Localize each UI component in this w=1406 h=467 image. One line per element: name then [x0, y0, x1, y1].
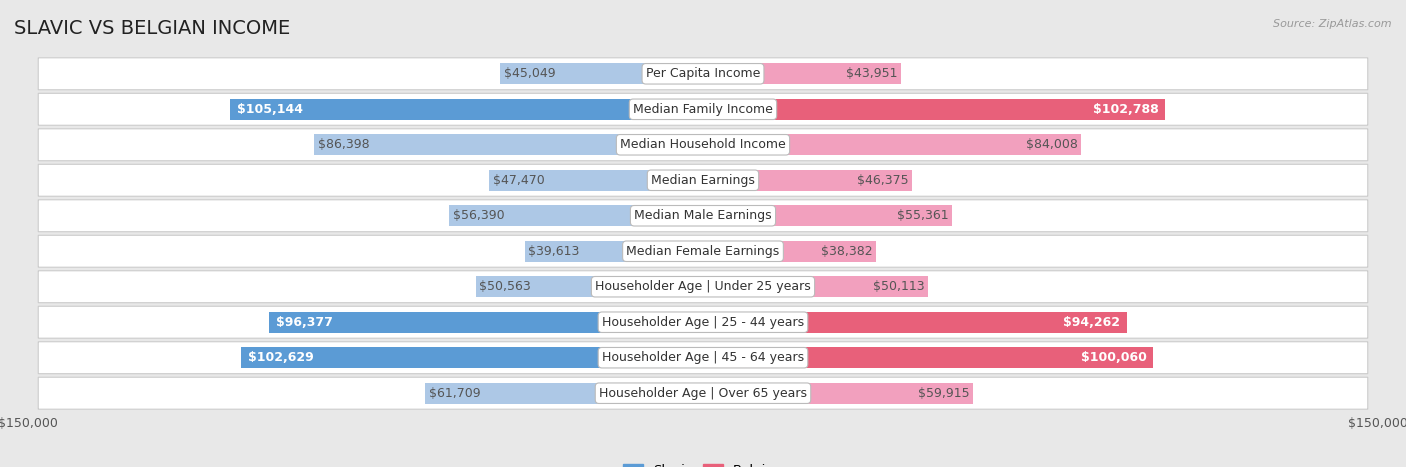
Text: $100,060: $100,060	[1081, 351, 1146, 364]
Text: $38,382: $38,382	[821, 245, 872, 258]
Bar	[270, 311, 703, 333]
Text: SLAVIC VS BELGIAN INCOME: SLAVIC VS BELGIAN INCOME	[14, 19, 290, 38]
Text: $55,361: $55,361	[897, 209, 949, 222]
Text: Median Household Income: Median Household Income	[620, 138, 786, 151]
FancyBboxPatch shape	[38, 306, 1368, 338]
FancyBboxPatch shape	[38, 164, 1368, 196]
Bar	[703, 347, 1153, 368]
Text: $86,398: $86,398	[318, 138, 370, 151]
Bar	[450, 205, 703, 226]
Bar	[703, 382, 973, 404]
Text: Source: ZipAtlas.com: Source: ZipAtlas.com	[1274, 19, 1392, 28]
Bar	[703, 311, 1128, 333]
Legend: Slavic, Belgian: Slavic, Belgian	[617, 459, 789, 467]
FancyBboxPatch shape	[38, 377, 1368, 409]
Text: Householder Age | Under 25 years: Householder Age | Under 25 years	[595, 280, 811, 293]
Bar	[475, 276, 703, 297]
Bar	[703, 205, 952, 226]
FancyBboxPatch shape	[38, 200, 1368, 232]
Bar	[703, 63, 901, 85]
Bar	[315, 134, 703, 156]
Bar	[242, 347, 703, 368]
Text: Householder Age | Over 65 years: Householder Age | Over 65 years	[599, 387, 807, 400]
Text: Householder Age | 45 - 64 years: Householder Age | 45 - 64 years	[602, 351, 804, 364]
Text: $50,563: $50,563	[479, 280, 530, 293]
Text: Median Female Earnings: Median Female Earnings	[627, 245, 779, 258]
Bar	[501, 63, 703, 85]
FancyBboxPatch shape	[38, 235, 1368, 267]
Bar	[703, 241, 876, 262]
Text: $50,113: $50,113	[873, 280, 925, 293]
Bar	[524, 241, 703, 262]
Bar	[426, 382, 703, 404]
Bar	[231, 99, 703, 120]
Text: $43,951: $43,951	[846, 67, 897, 80]
FancyBboxPatch shape	[38, 129, 1368, 161]
Text: Median Family Income: Median Family Income	[633, 103, 773, 116]
Text: $39,613: $39,613	[529, 245, 579, 258]
Text: $45,049: $45,049	[503, 67, 555, 80]
Text: $102,629: $102,629	[247, 351, 314, 364]
FancyBboxPatch shape	[38, 93, 1368, 125]
Text: Per Capita Income: Per Capita Income	[645, 67, 761, 80]
Text: $56,390: $56,390	[453, 209, 505, 222]
Text: $84,008: $84,008	[1026, 138, 1077, 151]
Text: $96,377: $96,377	[276, 316, 333, 329]
Text: $102,788: $102,788	[1092, 103, 1159, 116]
Text: Householder Age | 25 - 44 years: Householder Age | 25 - 44 years	[602, 316, 804, 329]
Text: $59,915: $59,915	[918, 387, 969, 400]
Text: $105,144: $105,144	[236, 103, 302, 116]
FancyBboxPatch shape	[38, 58, 1368, 90]
Text: Median Male Earnings: Median Male Earnings	[634, 209, 772, 222]
Text: $46,375: $46,375	[856, 174, 908, 187]
FancyBboxPatch shape	[38, 342, 1368, 374]
Bar	[703, 276, 928, 297]
Bar	[703, 134, 1081, 156]
Text: $61,709: $61,709	[429, 387, 481, 400]
Text: $94,262: $94,262	[1063, 316, 1121, 329]
Bar	[703, 170, 911, 191]
Bar	[489, 170, 703, 191]
Bar	[703, 99, 1166, 120]
Text: Median Earnings: Median Earnings	[651, 174, 755, 187]
Text: $47,470: $47,470	[492, 174, 544, 187]
FancyBboxPatch shape	[38, 271, 1368, 303]
